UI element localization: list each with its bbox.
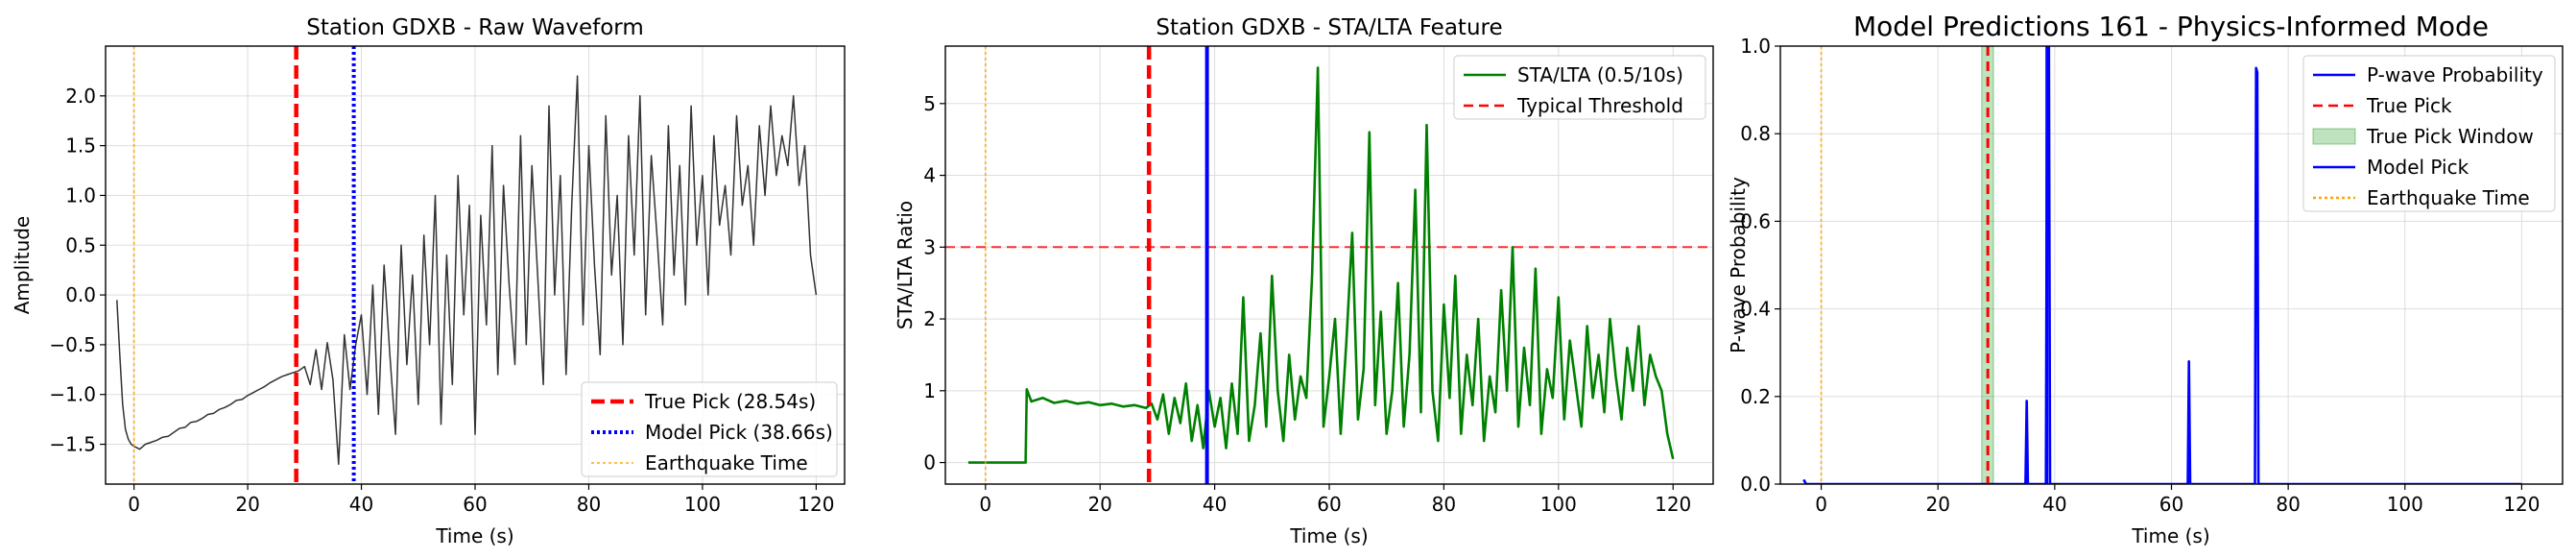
chart-title: Station GDXB - Raw Waveform <box>306 15 644 40</box>
y-tick-label: 0 <box>923 451 936 474</box>
legend-label: True Pick <box>2366 94 2452 117</box>
series-line <box>967 66 1675 464</box>
x-tick-label: 60 <box>463 493 487 516</box>
series-line <box>1802 46 2522 484</box>
y-tick-label: −1.0 <box>49 383 96 406</box>
y-tick-label: 1.0 <box>1740 35 1771 58</box>
legend-label: Earthquake Time <box>645 451 808 474</box>
x-tick-label: 40 <box>1203 493 1227 516</box>
x-tick-label: 120 <box>1655 493 1691 516</box>
y-tick-label: 4 <box>923 164 936 187</box>
x-tick-label: 80 <box>1432 493 1456 516</box>
y-tick-label: 1 <box>923 379 936 402</box>
model-predictions-panel: Model Predictions 161 - Physics-Informed… <box>1727 11 2564 547</box>
x-tick-label: 60 <box>2159 493 2183 516</box>
y-axis-label: STA/LTA Ratio <box>894 201 917 329</box>
y-tick-label: 1.0 <box>65 183 96 207</box>
x-axis-label: Time (s) <box>435 524 513 547</box>
x-tick-label: 0 <box>1815 493 1827 516</box>
legend-box <box>2302 55 2556 212</box>
x-tick-label: 80 <box>2276 493 2300 516</box>
y-tick-label: 2 <box>923 307 936 330</box>
legend-label: Model Pick <box>2367 156 2469 179</box>
legend: True Pick (28.54s) Model Pick (38.66s) Ear… <box>581 381 838 477</box>
x-axis-label: Time (s) <box>2131 524 2209 547</box>
x-tick-label: 40 <box>2042 493 2066 516</box>
x-tick-label: 120 <box>2503 493 2540 516</box>
y-tick-label: 0.0 <box>65 283 96 306</box>
x-tick-label: 60 <box>1317 493 1341 516</box>
legend-label: STA/LTA (0.5/10s) <box>1517 63 1683 86</box>
y-axis-label: Amplitude <box>11 216 34 315</box>
waveform-panel: Station GDXB - Raw Waveform Time (s) Amp… <box>11 15 846 547</box>
y-tick-label: 0.5 <box>65 233 96 256</box>
y-tick-label: 1.5 <box>65 134 96 158</box>
x-tick-label: 20 <box>235 493 259 516</box>
y-tick-label: 0.0 <box>1740 473 1771 496</box>
y-tick-label: −1.5 <box>49 433 96 456</box>
y-tick-label: 0.4 <box>1740 298 1771 321</box>
legend-box <box>1453 55 1706 120</box>
x-axis-label: Time (s) <box>1289 524 1368 547</box>
y-tick-label: 3 <box>923 235 936 258</box>
y-tick-label: 0.8 <box>1740 122 1771 145</box>
y-tick-label: −0.5 <box>49 333 96 356</box>
y-tick-label: 5 <box>923 92 936 115</box>
legend-label: Typical Threshold <box>1516 94 1683 117</box>
y-axis-label: P-wave Probability <box>1727 177 1750 353</box>
legend-label: True Pick (28.54s) <box>644 390 816 413</box>
x-tick-label: 0 <box>979 493 991 516</box>
legend-box <box>581 381 838 477</box>
legend-label: Model Pick (38.66s) <box>645 421 833 444</box>
chart-title: Model Predictions 161 - Physics-Informed… <box>1853 11 2489 42</box>
x-tick-label: 0 <box>128 493 140 516</box>
legend-label: Earthquake Time <box>2367 186 2530 209</box>
x-tick-label: 20 <box>1087 493 1111 516</box>
legend-label: P-wave Probability <box>2367 63 2543 86</box>
x-tick-label: 100 <box>684 493 721 516</box>
x-tick-label: 40 <box>349 493 373 516</box>
legend-swatch <box>2312 128 2356 145</box>
legend: STA/LTA (0.5/10s) Typical Threshold <box>1453 55 1706 120</box>
x-tick-label: 100 <box>2387 493 2423 516</box>
y-tick-label: 2.0 <box>65 85 96 108</box>
x-tick-label: 100 <box>1540 493 1577 516</box>
x-tick-label: 20 <box>1925 493 1949 516</box>
legend-label: True Pick Window <box>2366 125 2534 148</box>
grid <box>106 46 845 484</box>
x-tick-label: 120 <box>798 493 834 516</box>
legend: P-wave Probability True Pick True Pick Win… <box>2302 55 2556 212</box>
sta-lta-panel: Station GDXB - STA/LTA Feature Time (s) … <box>894 15 1714 547</box>
series-line <box>116 75 818 466</box>
x-tick-label: 80 <box>577 493 601 516</box>
y-tick-label: 0.6 <box>1740 209 1771 232</box>
chart-title: Station GDXB - STA/LTA Feature <box>1156 15 1502 40</box>
y-tick-label: 0.2 <box>1740 385 1771 408</box>
